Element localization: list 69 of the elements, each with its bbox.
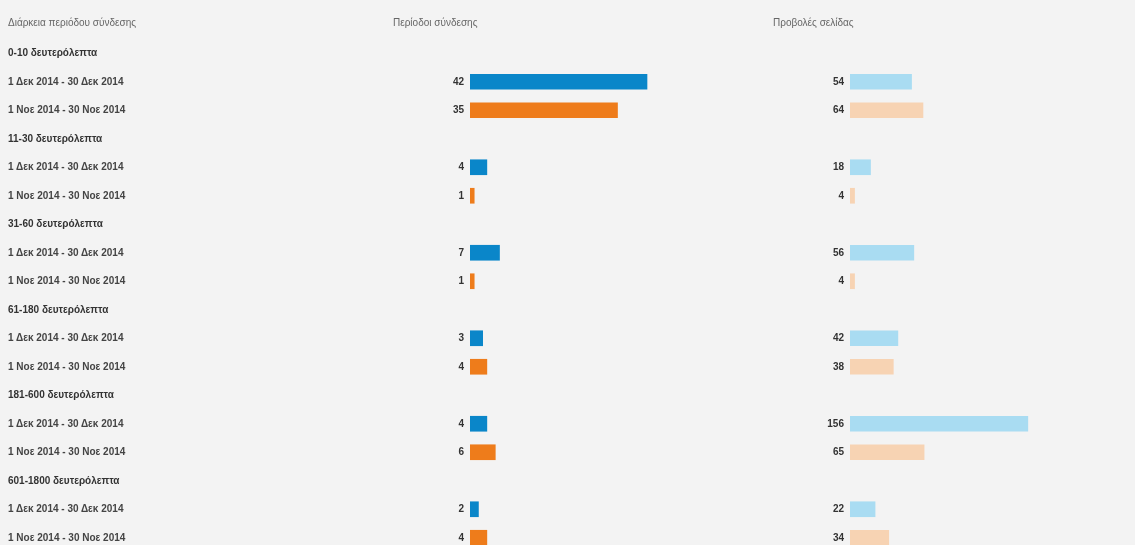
data-label: 34 [832, 531, 845, 543]
data-label: 42 [452, 75, 465, 87]
data-label: 4 [458, 531, 465, 543]
data-label: 156 [827, 417, 845, 429]
bar [850, 73, 912, 90]
data-label: 4 [838, 189, 845, 201]
y-tick-label: 181-600 δευτερόλεπτα [8, 389, 115, 400]
bar [850, 244, 915, 261]
bar [850, 159, 871, 176]
y-tick-label: 1 Νοε 2014 - 30 Νοε 2014 [8, 360, 126, 372]
bar [470, 415, 488, 432]
chart-title: Προβολές σελίδας [772, 16, 855, 30]
bar [850, 529, 890, 545]
y-tick-label: 1 Νοε 2014 - 30 Νοε 2014 [8, 531, 126, 543]
data-label: 54 [832, 75, 845, 87]
data-label: 4 [458, 360, 465, 372]
chart-title: Περίοδοι σύνδεσης [392, 16, 479, 30]
y-tick-label: 61-180 δευτερόλεπτα [8, 303, 110, 315]
bar [470, 501, 479, 518]
bar [850, 501, 876, 518]
data-label: 22 [832, 503, 845, 514]
bar [850, 330, 899, 347]
y-tick-label: 11-30 δευτερόλεπτα [8, 132, 104, 144]
y-tick-label: 1 Δεκ 2014 - 30 Δεκ 2014 [8, 332, 124, 343]
bar [470, 159, 488, 176]
bar [850, 102, 924, 119]
y-tick-label: 1 Νοε 2014 - 30 Νοε 2014 [8, 104, 126, 115]
bar [850, 444, 925, 461]
data-label: 7 [458, 246, 465, 258]
data-label: 65 [832, 446, 845, 457]
y-tick-label: 1 Δεκ 2014 - 30 Δεκ 2014 [8, 503, 124, 514]
data-label: 4 [838, 275, 845, 286]
bar [850, 358, 894, 375]
y-tick-label: 1 Δεκ 2014 - 30 Δεκ 2014 [8, 417, 124, 429]
bar [850, 415, 1029, 432]
bar [850, 273, 855, 290]
bar [470, 358, 488, 375]
y-tick-label: 1 Δεκ 2014 - 30 Δεκ 2014 [8, 246, 124, 258]
bar [470, 102, 618, 119]
data-label: 64 [832, 104, 845, 115]
bar [850, 187, 855, 204]
data-label: 38 [832, 360, 845, 372]
y-tick-label: 1 Νοε 2014 - 30 Νοε 2014 [8, 189, 126, 201]
y-tick-label: 0-10 δευτερόλεπτα [8, 47, 99, 58]
y-tick-label: 1 Νοε 2014 - 30 Νοε 2014 [8, 275, 126, 286]
bar [470, 73, 648, 90]
data-label: 2 [458, 503, 465, 514]
data-label: 6 [458, 446, 465, 457]
data-label: 56 [832, 246, 845, 258]
bar [470, 244, 500, 261]
y-tick-label: 601-1800 δευτερόλεπτα [8, 474, 121, 486]
data-label: 4 [458, 417, 465, 429]
y-tick-label: 1 Δεκ 2014 - 30 Δεκ 2014 [8, 161, 124, 172]
y-tick-label: 1 Νοε 2014 - 30 Νοε 2014 [8, 446, 126, 457]
y-tick-label: 1 Δεκ 2014 - 30 Δεκ 2014 [8, 75, 124, 87]
data-label: 35 [452, 104, 465, 115]
y-tick-label: 31-60 δευτερόλεπτα [8, 218, 104, 229]
data-label: 4 [458, 161, 465, 172]
bar [470, 273, 475, 290]
data-label: 1 [458, 275, 465, 286]
data-label: 3 [458, 332, 465, 343]
y-axis-title: Διάρκεια περιόδου σύνδεσης [7, 16, 138, 30]
data-label: 18 [832, 161, 845, 172]
data-label: 1 [458, 189, 465, 201]
bar [470, 187, 475, 204]
bar [470, 529, 488, 545]
bar [470, 444, 496, 461]
bar [470, 330, 483, 347]
data-label: 42 [832, 332, 845, 343]
